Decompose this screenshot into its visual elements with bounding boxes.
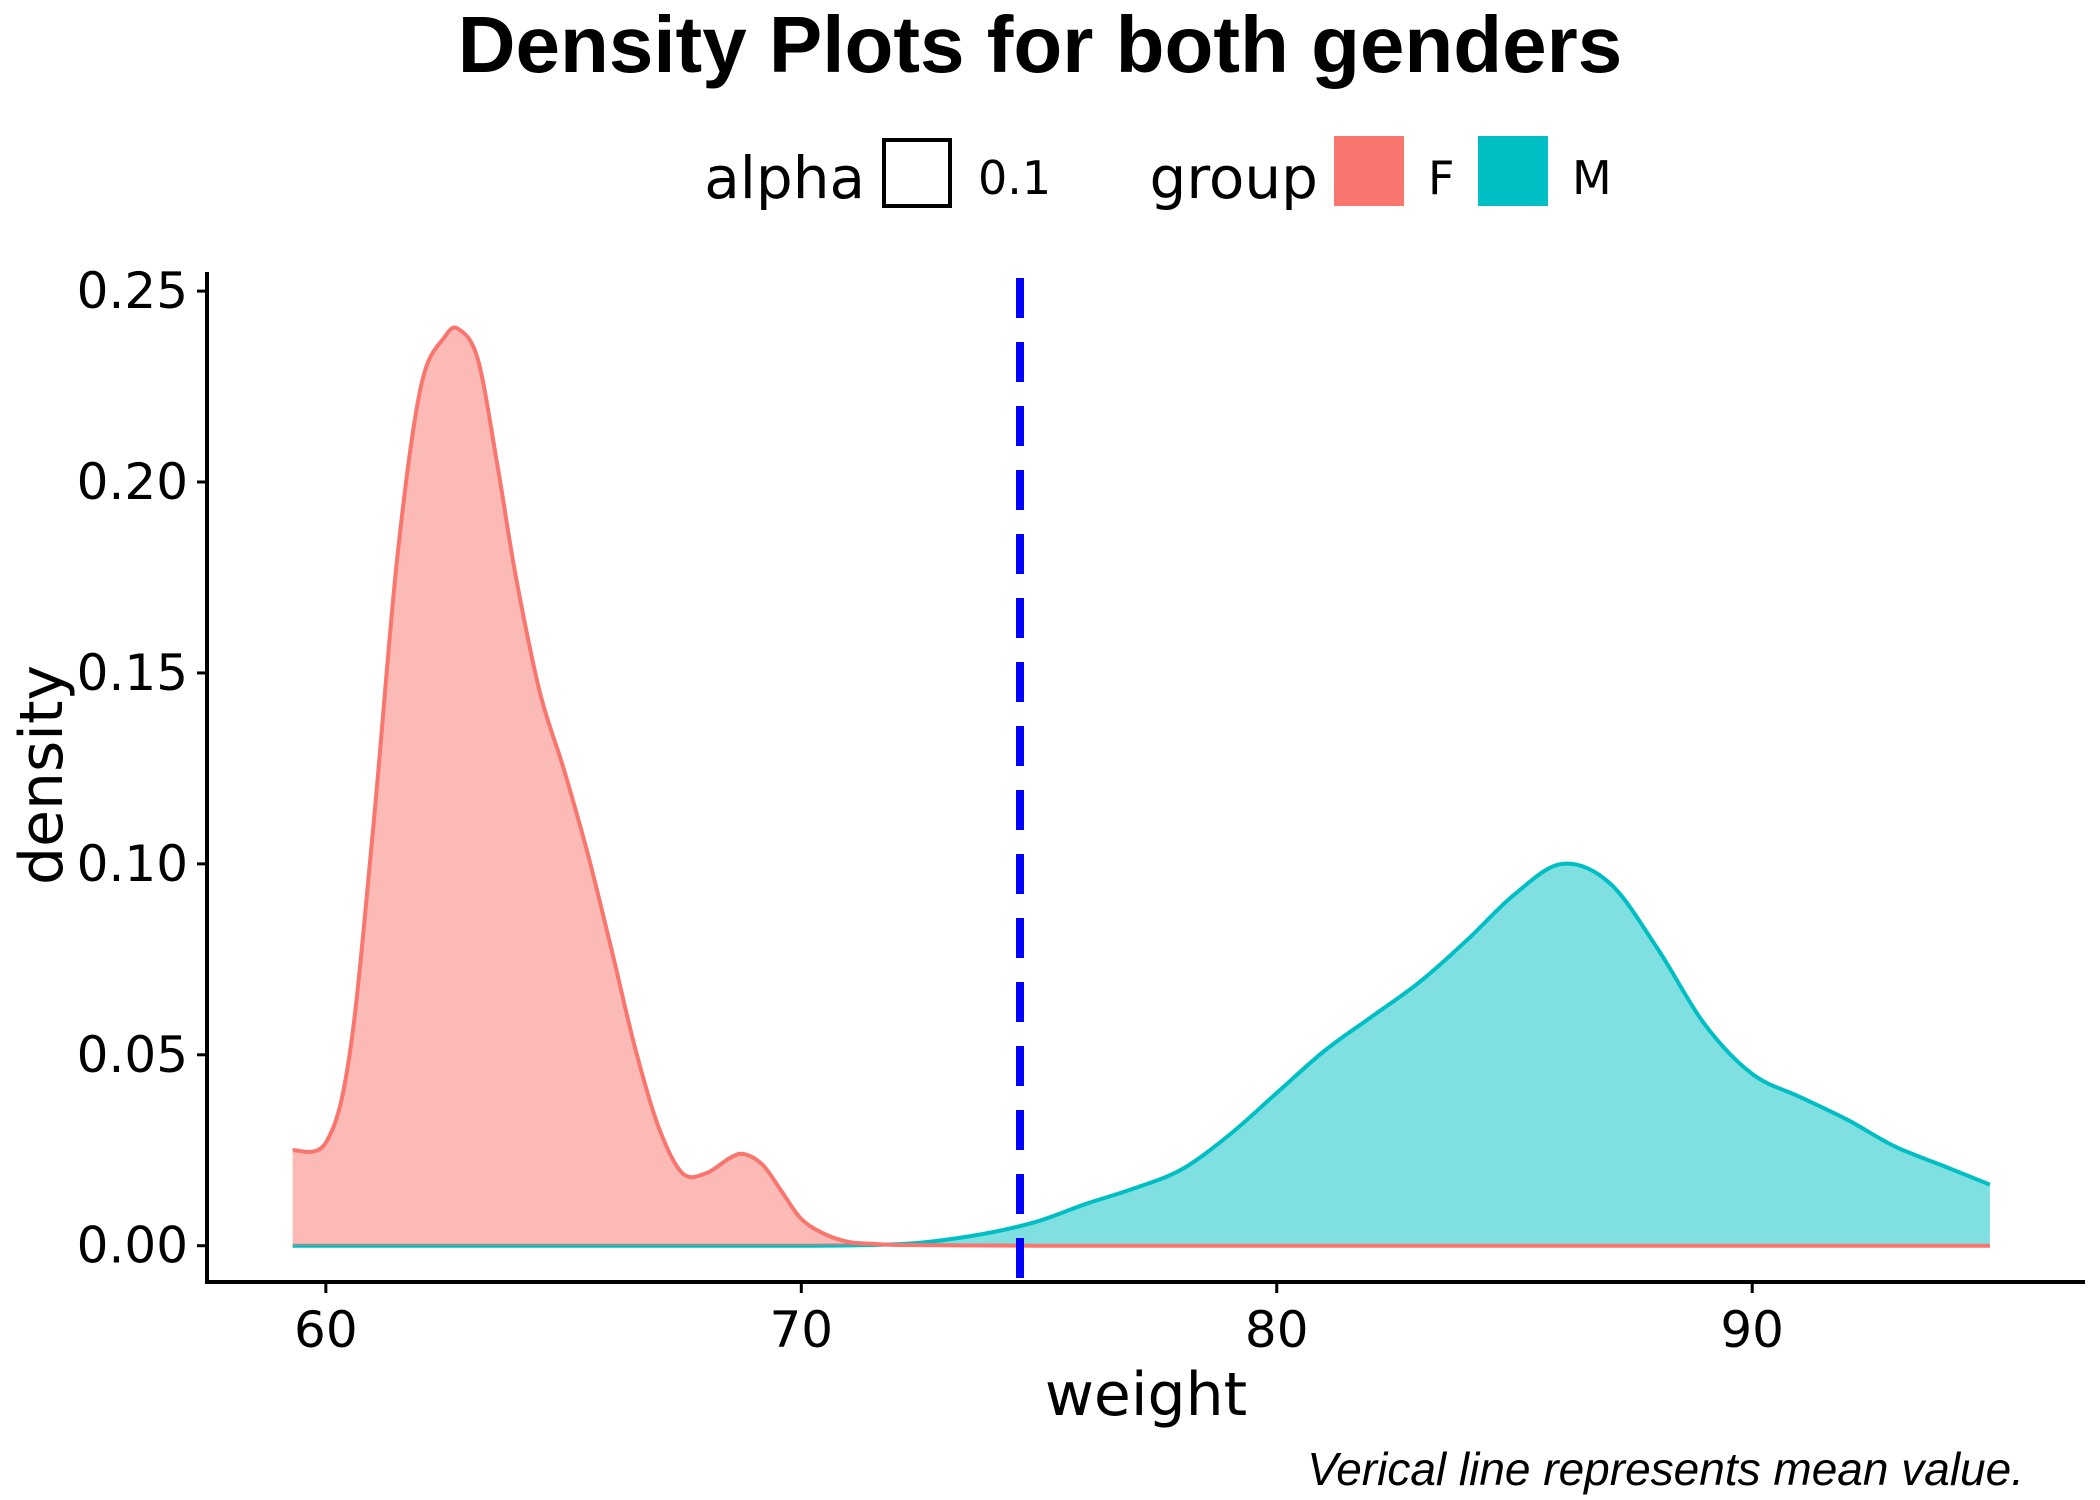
legend-alpha-title: alpha <box>704 144 865 212</box>
legend-f-swatch <box>1334 136 1404 206</box>
x-axis-title: weight <box>1045 1360 1247 1430</box>
y-tick-label: 0.05 <box>77 1026 188 1084</box>
density-line-f <box>292 325 1990 1248</box>
y-axis-ticks: 0.00 0.05 0.10 0.15 0.20 0.25 <box>77 262 207 1275</box>
y-axis-title: density <box>7 665 77 885</box>
x-axis-ticks: 60 70 80 90 <box>294 1282 1784 1359</box>
y-tick-label: 0.10 <box>77 835 188 893</box>
legend-m-label: M <box>1572 151 1612 205</box>
y-tick-label: 0.25 <box>77 262 188 320</box>
x-tick-label: 60 <box>294 1301 358 1359</box>
legend: alpha 0.1 group F M <box>704 136 1612 212</box>
plot-area <box>292 278 1991 1282</box>
x-tick-label: 90 <box>1720 1301 1784 1359</box>
y-tick-label: 0.15 <box>77 644 188 702</box>
chart-caption: Verical line represents mean value. <box>1307 1443 2024 1495</box>
density-area-f <box>292 327 1990 1246</box>
density-area-m <box>292 863 1990 1246</box>
legend-f-label: F <box>1428 151 1454 205</box>
legend-alpha-swatch <box>882 138 952 208</box>
chart-title: Density Plots for both genders <box>458 0 1623 89</box>
x-tick-label: 80 <box>1245 1301 1309 1359</box>
y-tick-label: 0.20 <box>77 453 188 511</box>
legend-group-title: group <box>1150 144 1318 212</box>
legend-m-swatch <box>1478 136 1548 206</box>
legend-alpha-label: 0.1 <box>978 151 1051 205</box>
x-tick-label: 70 <box>769 1301 833 1359</box>
y-tick-label: 0.00 <box>77 1217 188 1275</box>
